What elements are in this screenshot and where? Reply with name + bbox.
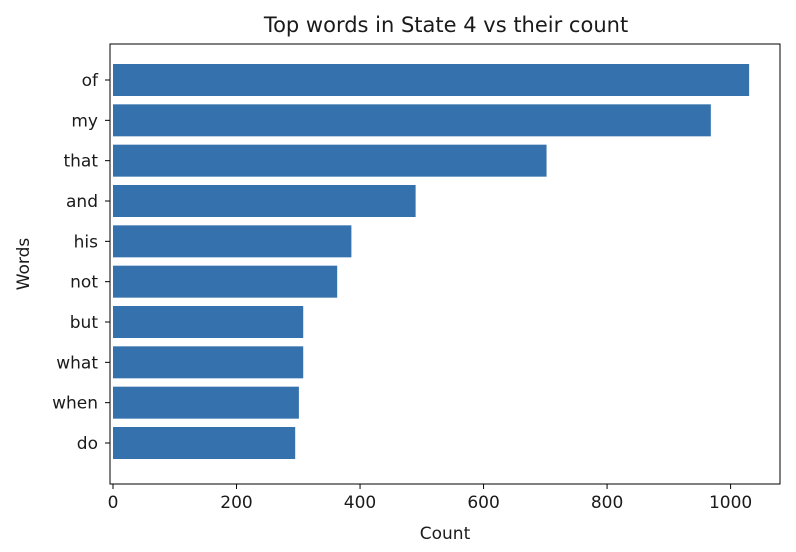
y-axis-label: Words — [14, 238, 34, 291]
bar-when — [113, 386, 299, 419]
bar-but — [113, 306, 304, 338]
x-axis-label: Count — [420, 524, 471, 544]
x-tick-label: 600 — [467, 493, 499, 513]
y-axis-ticks: of my that and his not but what when do — [52, 71, 110, 454]
bar-do — [113, 427, 296, 459]
bar-my — [113, 104, 711, 137]
bar-of — [113, 64, 750, 96]
plot-frame — [109, 43, 781, 485]
x-tick-label: 800 — [591, 493, 623, 513]
bars-group — [113, 64, 750, 459]
bar-that — [113, 144, 547, 177]
x-axis-ticks: 0 200 400 600 800 1000 — [108, 484, 752, 513]
bar-not — [113, 265, 338, 298]
bar-what — [113, 346, 304, 379]
y-tick-label: of — [82, 71, 99, 91]
chart-title: Top words in State 4 vs their count — [263, 13, 628, 37]
bar-his — [113, 225, 352, 258]
x-tick-label: 0 — [108, 493, 119, 513]
y-tick-label: do — [77, 434, 98, 454]
y-tick-label: what — [56, 353, 98, 373]
y-tick-label: but — [70, 313, 99, 333]
x-tick-label: 1000 — [709, 493, 752, 513]
y-tick-label: and — [66, 192, 98, 212]
x-tick-label: 200 — [220, 493, 252, 513]
bar-and — [113, 185, 416, 217]
y-tick-label: that — [63, 152, 98, 172]
y-tick-label: not — [70, 273, 98, 293]
y-tick-label: my — [71, 111, 98, 131]
y-tick-label: his — [74, 232, 98, 252]
y-tick-label: when — [52, 394, 98, 414]
x-tick-label: 400 — [344, 493, 376, 513]
